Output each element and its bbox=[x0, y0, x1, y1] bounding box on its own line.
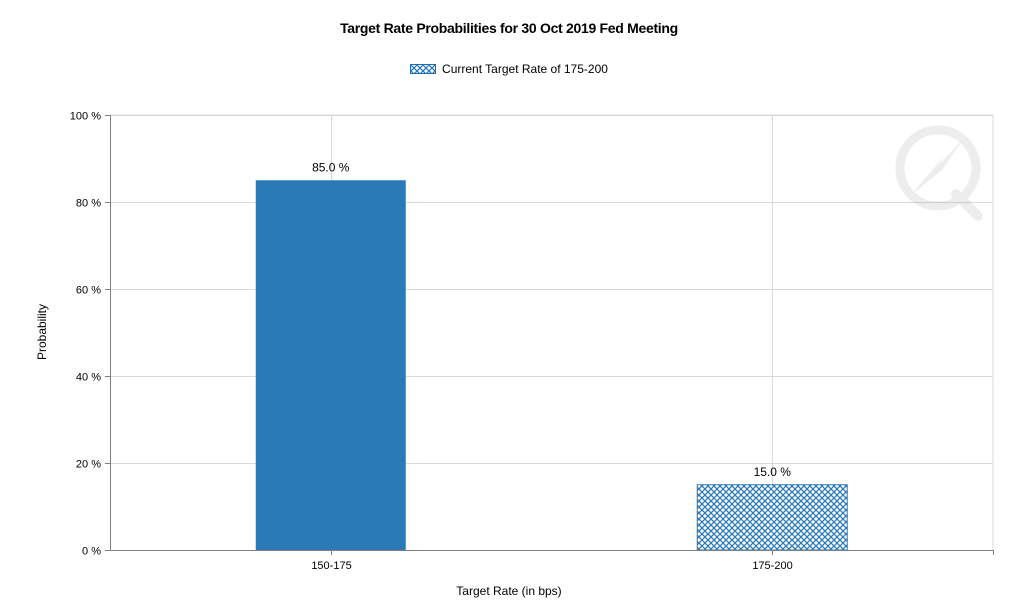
chart-legend: Current Target Rate of 175-200 bbox=[0, 62, 1018, 76]
y-tick-label: 60 % bbox=[76, 285, 101, 297]
bar-150-175 bbox=[255, 180, 406, 550]
x-tick-label: 175-200 bbox=[752, 560, 792, 572]
y-tick-label: 0 % bbox=[82, 546, 101, 558]
data-label: 85.0 % bbox=[312, 160, 350, 174]
x-axis-label: Target Rate (in bps) bbox=[456, 584, 562, 598]
chart-title: Target Rate Probabilities for 30 Oct 201… bbox=[340, 20, 678, 36]
data-label: 15.0 % bbox=[754, 465, 792, 479]
legend-label: Current Target Rate of 175-200 bbox=[442, 62, 608, 76]
legend-swatch-hatch bbox=[410, 64, 437, 74]
x-tick-label: 150-175 bbox=[311, 560, 351, 572]
y-tick-label: 40 % bbox=[76, 372, 101, 384]
y-tick-label: 100 % bbox=[70, 111, 101, 123]
watermark-logo bbox=[895, 125, 983, 221]
y-tick-label: 80 % bbox=[76, 198, 101, 210]
bar-175-200 bbox=[696, 484, 848, 551]
y-tick-label: 20 % bbox=[76, 459, 101, 471]
